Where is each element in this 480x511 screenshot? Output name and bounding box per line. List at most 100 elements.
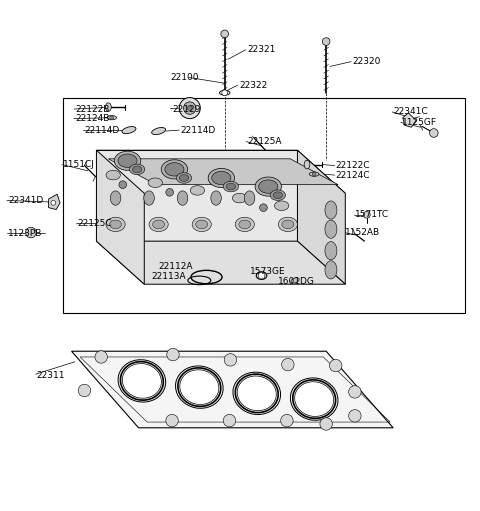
Ellipse shape	[212, 171, 231, 184]
Circle shape	[258, 272, 265, 279]
Ellipse shape	[152, 128, 166, 134]
Circle shape	[183, 102, 196, 114]
Ellipse shape	[106, 103, 111, 111]
Ellipse shape	[109, 220, 121, 229]
Ellipse shape	[118, 360, 166, 402]
Ellipse shape	[179, 175, 189, 181]
Text: 22341D: 22341D	[8, 196, 43, 205]
Text: 22122C: 22122C	[336, 161, 370, 170]
Ellipse shape	[233, 372, 281, 414]
Ellipse shape	[259, 180, 278, 193]
Ellipse shape	[291, 277, 299, 283]
Ellipse shape	[310, 172, 319, 176]
Ellipse shape	[232, 193, 247, 203]
Polygon shape	[298, 150, 345, 284]
Circle shape	[179, 98, 200, 119]
Circle shape	[348, 410, 361, 422]
Ellipse shape	[118, 154, 137, 168]
Ellipse shape	[122, 363, 161, 398]
Ellipse shape	[273, 192, 283, 199]
Text: 22321: 22321	[247, 45, 276, 54]
Ellipse shape	[161, 160, 188, 179]
Circle shape	[166, 189, 173, 196]
Circle shape	[119, 181, 127, 189]
Circle shape	[187, 106, 192, 110]
Ellipse shape	[304, 160, 310, 169]
Ellipse shape	[122, 127, 136, 134]
Text: 22112A: 22112A	[158, 263, 193, 271]
Text: 22341C: 22341C	[393, 107, 428, 117]
Text: 22114D: 22114D	[84, 126, 120, 134]
Circle shape	[110, 116, 114, 120]
Ellipse shape	[106, 170, 120, 180]
Ellipse shape	[239, 220, 251, 229]
Text: 22122B: 22122B	[75, 105, 109, 113]
Ellipse shape	[192, 217, 211, 231]
Polygon shape	[96, 150, 144, 284]
Circle shape	[348, 386, 361, 398]
Text: 22311: 22311	[36, 370, 65, 380]
Ellipse shape	[132, 166, 142, 173]
Circle shape	[213, 196, 220, 204]
Circle shape	[95, 351, 108, 363]
Polygon shape	[403, 113, 416, 127]
Polygon shape	[48, 194, 60, 210]
Circle shape	[312, 172, 316, 176]
Ellipse shape	[176, 173, 192, 183]
Ellipse shape	[219, 90, 230, 95]
Text: 22125A: 22125A	[247, 137, 282, 146]
Polygon shape	[108, 159, 338, 184]
Ellipse shape	[110, 191, 121, 205]
Circle shape	[329, 359, 342, 372]
Ellipse shape	[256, 272, 267, 280]
Ellipse shape	[153, 220, 165, 229]
Ellipse shape	[106, 217, 125, 231]
Circle shape	[281, 414, 293, 427]
Circle shape	[167, 349, 179, 361]
Ellipse shape	[107, 115, 117, 120]
Circle shape	[282, 358, 294, 371]
Circle shape	[51, 200, 56, 205]
Ellipse shape	[325, 201, 337, 219]
Ellipse shape	[255, 177, 281, 196]
Ellipse shape	[211, 191, 221, 205]
Circle shape	[430, 129, 438, 137]
Ellipse shape	[196, 220, 208, 229]
Circle shape	[223, 414, 236, 427]
Circle shape	[260, 204, 267, 212]
Circle shape	[363, 212, 370, 218]
Circle shape	[320, 418, 332, 430]
Text: 22322: 22322	[239, 81, 267, 90]
Ellipse shape	[235, 217, 254, 231]
Ellipse shape	[149, 217, 168, 231]
Text: 22114D: 22114D	[180, 126, 216, 134]
Ellipse shape	[177, 191, 188, 205]
Text: 1123PB: 1123PB	[8, 229, 42, 239]
Text: 22320: 22320	[352, 57, 381, 66]
Circle shape	[222, 90, 228, 96]
Ellipse shape	[130, 164, 145, 175]
Text: 1152AB: 1152AB	[345, 228, 381, 237]
Ellipse shape	[278, 217, 298, 231]
Circle shape	[323, 38, 330, 45]
Text: 22124C: 22124C	[336, 171, 370, 179]
Ellipse shape	[226, 183, 236, 190]
Ellipse shape	[290, 378, 338, 420]
Ellipse shape	[270, 190, 286, 200]
Ellipse shape	[325, 261, 337, 279]
Circle shape	[78, 384, 91, 397]
Text: 22129: 22129	[172, 105, 201, 113]
Polygon shape	[96, 150, 345, 193]
Text: 1125GF: 1125GF	[402, 118, 437, 127]
Ellipse shape	[180, 370, 219, 405]
Ellipse shape	[237, 376, 276, 411]
Circle shape	[166, 414, 178, 427]
Ellipse shape	[325, 242, 337, 260]
Ellipse shape	[325, 220, 337, 238]
Text: 1571TC: 1571TC	[355, 211, 389, 219]
Polygon shape	[96, 241, 345, 284]
Ellipse shape	[190, 185, 204, 195]
Ellipse shape	[282, 220, 294, 229]
Ellipse shape	[244, 191, 255, 205]
Ellipse shape	[114, 151, 141, 170]
